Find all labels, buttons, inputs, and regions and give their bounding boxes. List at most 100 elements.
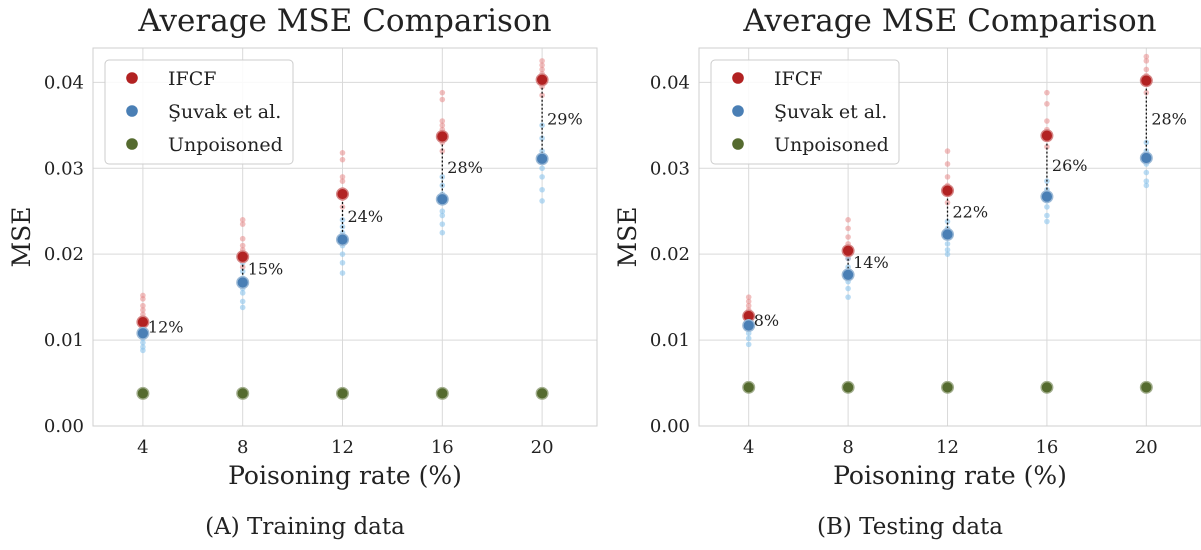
ifcf-point [236, 250, 250, 264]
unpoisoned-point [841, 380, 855, 394]
run-point [339, 174, 346, 180]
run-point [944, 247, 951, 253]
run-point [1044, 101, 1050, 107]
run-point [845, 225, 851, 232]
run-point [239, 217, 246, 223]
run-point [745, 298, 752, 305]
x-axis-label: Poisoning rate (%) [228, 461, 462, 490]
run-point [944, 148, 951, 154]
ifcf-point [1139, 74, 1153, 88]
legend-marker [126, 105, 138, 117]
run-point [239, 264, 246, 270]
legend-box [104, 59, 294, 165]
run-point [339, 270, 346, 276]
run-point [1143, 53, 1150, 60]
suvak-point [136, 326, 150, 340]
legend-label: Şuvak et al. [168, 101, 281, 123]
run-point [1044, 89, 1050, 96]
run-point [1044, 212, 1050, 219]
run-point [439, 212, 446, 219]
suvak-point [1040, 190, 1054, 204]
unpoisoned-point [1040, 380, 1054, 394]
run-point [140, 302, 146, 309]
legend-label: IFCF [774, 68, 822, 90]
unpoisoned-point [336, 386, 350, 400]
run-point [944, 218, 951, 225]
run-point [439, 96, 446, 103]
y-tick-label: 0.00 [650, 416, 690, 437]
suvak-point [1139, 151, 1153, 165]
run-point [1143, 169, 1150, 176]
run-point [539, 135, 545, 142]
run-point [944, 161, 951, 167]
suvak-point [535, 152, 549, 166]
unpoisoned-point [535, 386, 549, 400]
run-point [845, 294, 851, 300]
x-axis-label: Poisoning rate (%) [833, 461, 1067, 490]
run-point [140, 292, 146, 299]
ifcf-point [336, 187, 350, 201]
run-point [339, 259, 346, 266]
y-axis-label: MSE [7, 207, 36, 268]
ifcf-point [535, 73, 549, 87]
run-point [944, 174, 951, 180]
plot-frame [698, 47, 1201, 427]
y-tick-label: 0.04 [650, 72, 690, 93]
legend-marker [732, 138, 744, 150]
run-point [745, 335, 752, 342]
suvak-point [435, 192, 449, 206]
run-point [339, 251, 346, 257]
run-point [539, 62, 545, 68]
run-point [439, 89, 446, 96]
suvak-point [236, 276, 250, 290]
improvement-label: 28% [447, 158, 483, 177]
legend-label: Şuvak et al. [774, 101, 887, 123]
legend-label: IFCF [168, 68, 216, 90]
y-tick-label: 0.00 [44, 416, 84, 437]
x-tick-label: 20 [531, 437, 554, 458]
run-point [745, 341, 752, 348]
suvak-point [336, 233, 350, 247]
x-tick-label: 8 [842, 437, 853, 458]
legend-label: Unpoisoned [168, 134, 283, 156]
run-point [439, 221, 446, 227]
x-tick-label: 8 [237, 437, 248, 458]
ifcf-point [435, 129, 449, 143]
run-point [1143, 178, 1150, 184]
y-tick-label: 0.03 [650, 158, 690, 179]
run-point [539, 174, 545, 180]
run-point [239, 268, 246, 275]
ifcf-point [1040, 129, 1054, 143]
unpoisoned-point [941, 380, 955, 394]
plot-frame [92, 47, 598, 427]
run-point [539, 165, 545, 172]
chart-title: Average MSE Comparison [742, 3, 1156, 39]
run-point [1143, 66, 1150, 73]
x-tick-label: 4 [137, 437, 148, 458]
run-point [1143, 58, 1150, 64]
legend-box [710, 59, 900, 165]
ifcf-point [941, 184, 955, 198]
unpoisoned-point [435, 386, 449, 400]
run-point [539, 92, 545, 99]
run-point [845, 234, 851, 240]
x-tick-label: 12 [331, 437, 354, 458]
run-point [239, 235, 246, 242]
y-tick-label: 0.02 [44, 244, 84, 265]
run-point [539, 58, 545, 64]
run-point [339, 156, 346, 163]
run-point [845, 285, 851, 292]
x-tick-label: 16 [1035, 437, 1058, 458]
run-point [1044, 204, 1050, 210]
x-tick-label: 4 [743, 437, 754, 458]
improvement-label: 26% [1052, 156, 1088, 175]
improvement-label: 24% [348, 207, 384, 226]
run-point [944, 251, 951, 257]
run-point [539, 198, 545, 204]
run-point [439, 229, 446, 236]
run-point [140, 344, 146, 350]
run-point [239, 242, 246, 249]
improvement-label: 12% [148, 318, 184, 337]
improvement-label: 8% [754, 311, 779, 330]
run-point [1044, 218, 1050, 225]
